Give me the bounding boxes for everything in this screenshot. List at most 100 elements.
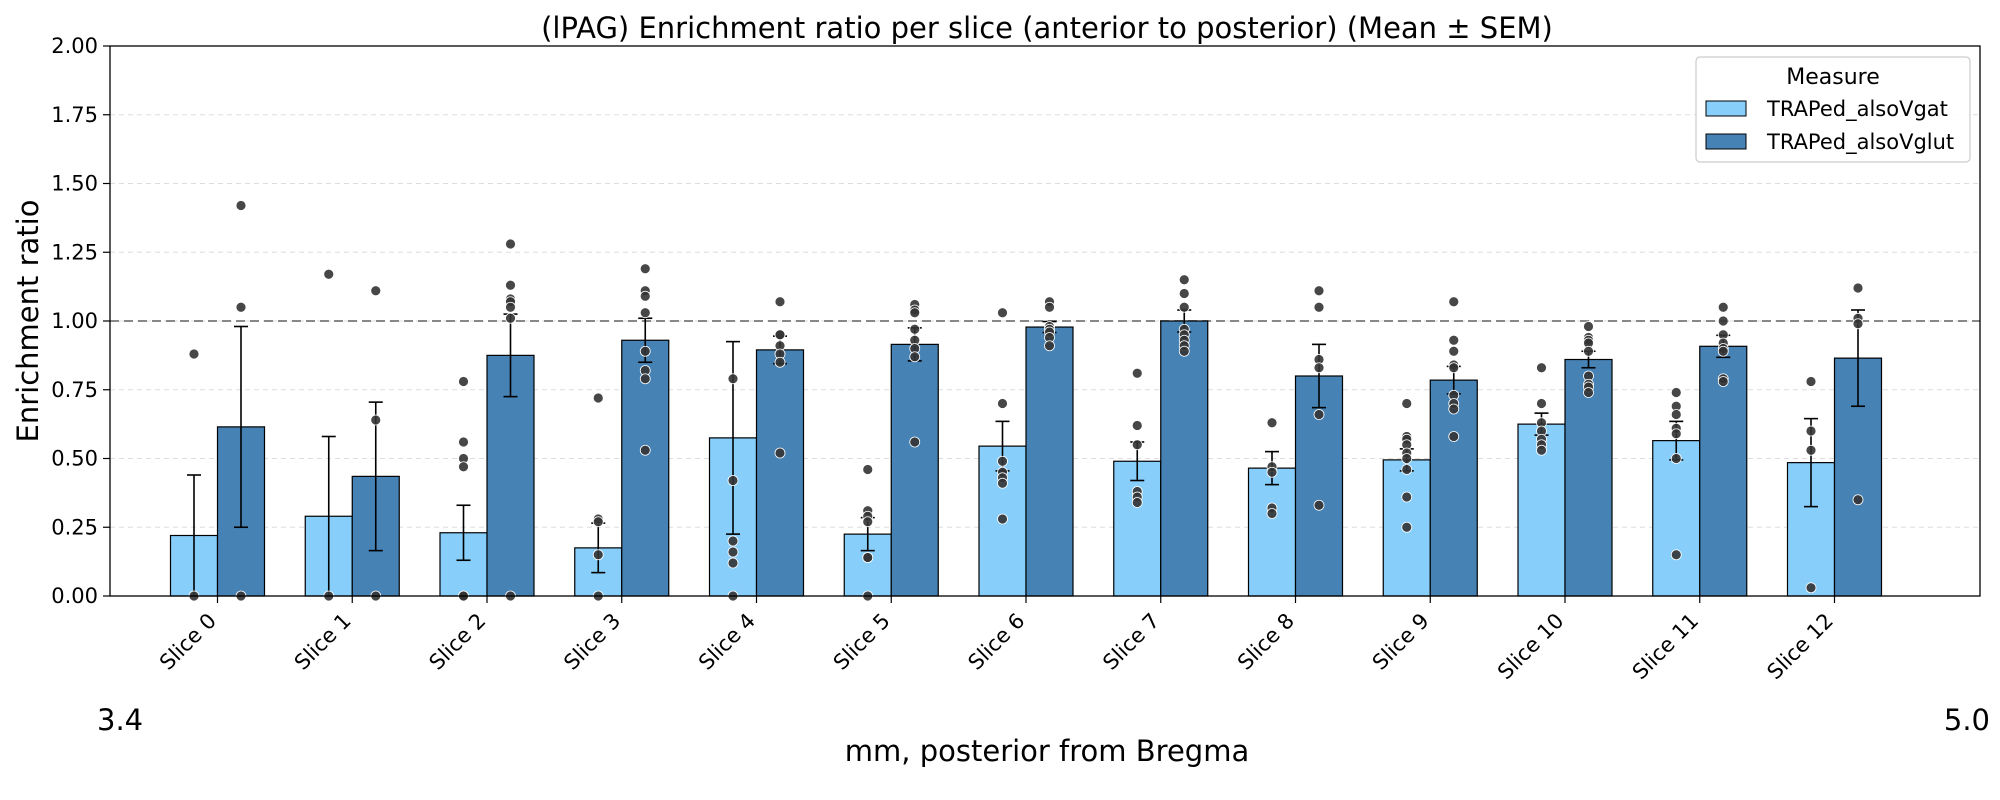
- data-point: [997, 477, 1008, 489]
- bar-vglut: [890, 343, 939, 597]
- data-point: [862, 516, 874, 528]
- data-point: [1583, 321, 1594, 332]
- data-point: [235, 200, 247, 211]
- data-point: [1583, 345, 1594, 357]
- data-point: [1131, 420, 1143, 431]
- x-tick-label: Slice 4: [694, 609, 760, 675]
- x-tick-label: Slice 12: [1762, 609, 1838, 685]
- y-axis-label: Enrichment ratio: [11, 200, 45, 443]
- data-point: [1717, 345, 1729, 357]
- bar-vglut: [1160, 320, 1209, 597]
- data-point: [1583, 387, 1594, 398]
- data-point: [1313, 285, 1325, 297]
- data-point: [235, 301, 247, 313]
- data-point: [1448, 403, 1460, 415]
- data-point: [774, 296, 786, 308]
- data-point: [1805, 444, 1817, 456]
- y-tick-label: 0.00: [51, 584, 98, 608]
- data-point: [1805, 582, 1817, 594]
- x-tick-label: Slice 9: [1368, 609, 1434, 675]
- data-point: [1044, 340, 1055, 352]
- data-point: [1536, 444, 1547, 456]
- data-point: [458, 436, 469, 448]
- y-tick-label: 0.75: [51, 378, 98, 402]
- data-point: [1448, 296, 1460, 308]
- data-point: [1852, 494, 1864, 506]
- x-tick-label: Slice 11: [1628, 609, 1704, 685]
- data-point: [727, 475, 739, 486]
- data-point: [1313, 409, 1325, 420]
- y-tick-label: 1.50: [51, 172, 98, 196]
- data-point: [1401, 491, 1413, 503]
- data-point: [1178, 301, 1190, 313]
- data-point: [909, 323, 921, 335]
- x-end-label: 5.0: [1944, 703, 1990, 737]
- bar-vgat: [1113, 460, 1162, 597]
- data-point: [1044, 301, 1055, 313]
- bar-vgat: [1652, 440, 1701, 597]
- data-point: [1266, 417, 1278, 429]
- data-point: [727, 373, 739, 385]
- data-point: [997, 307, 1008, 319]
- data-point: [774, 329, 786, 341]
- data-point: [1401, 521, 1413, 533]
- data-point: [370, 414, 382, 426]
- data-point: [639, 307, 651, 319]
- legend-label-vglut: TRAPed_alsoVglut: [1766, 130, 1954, 155]
- data-point: [592, 392, 604, 404]
- data-point: [909, 351, 921, 363]
- data-point: [1670, 387, 1682, 398]
- legend-label-vgat: TRAPed_alsoVgat: [1766, 97, 1948, 122]
- legend-swatch-vgat: [1705, 100, 1747, 117]
- data-point: [727, 557, 739, 569]
- x-start-label: 3.4: [97, 703, 143, 737]
- data-point: [370, 285, 382, 297]
- y-axis: 0.00 0.25 0.50 0.75 1.00 1.25 1.50 1.75 2.00: [51, 34, 110, 608]
- data-point: [862, 552, 874, 563]
- data-point: [1313, 499, 1325, 511]
- data-point: [1313, 362, 1325, 374]
- data-point: [1401, 464, 1413, 475]
- data-point: [727, 535, 739, 547]
- data-point: [1717, 301, 1729, 313]
- data-point: [639, 345, 651, 357]
- data-point: [1178, 345, 1190, 357]
- data-point: [1852, 318, 1864, 330]
- data-point: [1131, 439, 1143, 451]
- data-point: [505, 312, 516, 324]
- x-axis: Slice 0 Slice 1 Slice 2 Slice 3 Slice 4 Slice…: [155, 596, 1838, 684]
- data-point: [1131, 497, 1143, 508]
- data-point: [1448, 345, 1460, 357]
- data-point: [909, 307, 921, 319]
- data-point: [1178, 274, 1190, 286]
- x-tick-label: Slice 1: [290, 609, 356, 675]
- data-point: [1717, 315, 1729, 327]
- y-tick-label: 1.75: [51, 103, 98, 127]
- data-point: [592, 549, 604, 561]
- y-tick-label: 2.00: [51, 34, 98, 58]
- x-tick-label: Slice 8: [1233, 609, 1299, 675]
- data-point: [774, 356, 786, 368]
- legend: Measure TRAPed_alsoVgat TRAPed_alsoVglut: [1695, 56, 1971, 163]
- y-tick-label: 1.00: [51, 309, 98, 333]
- data-point: [1670, 428, 1682, 440]
- data-point: [188, 348, 200, 360]
- data-point: [1852, 282, 1864, 294]
- data-point: [774, 447, 786, 459]
- data-point: [639, 373, 651, 385]
- data-point: [727, 546, 739, 558]
- data-points: [188, 200, 1864, 602]
- data-point: [1670, 549, 1682, 561]
- bar-vgat: [1247, 467, 1297, 597]
- data-point: [909, 436, 921, 448]
- data-point: [997, 398, 1008, 409]
- x-axis-label: mm, posterior from Bregma: [845, 734, 1249, 768]
- data-point: [1536, 398, 1547, 409]
- chart-title: (lPAG) Enrichment ratio per slice (anter…: [541, 11, 1553, 45]
- legend-box: [1695, 56, 1971, 163]
- legend-title: Measure: [1786, 65, 1880, 90]
- data-point: [1670, 409, 1682, 420]
- data-point: [1670, 453, 1682, 464]
